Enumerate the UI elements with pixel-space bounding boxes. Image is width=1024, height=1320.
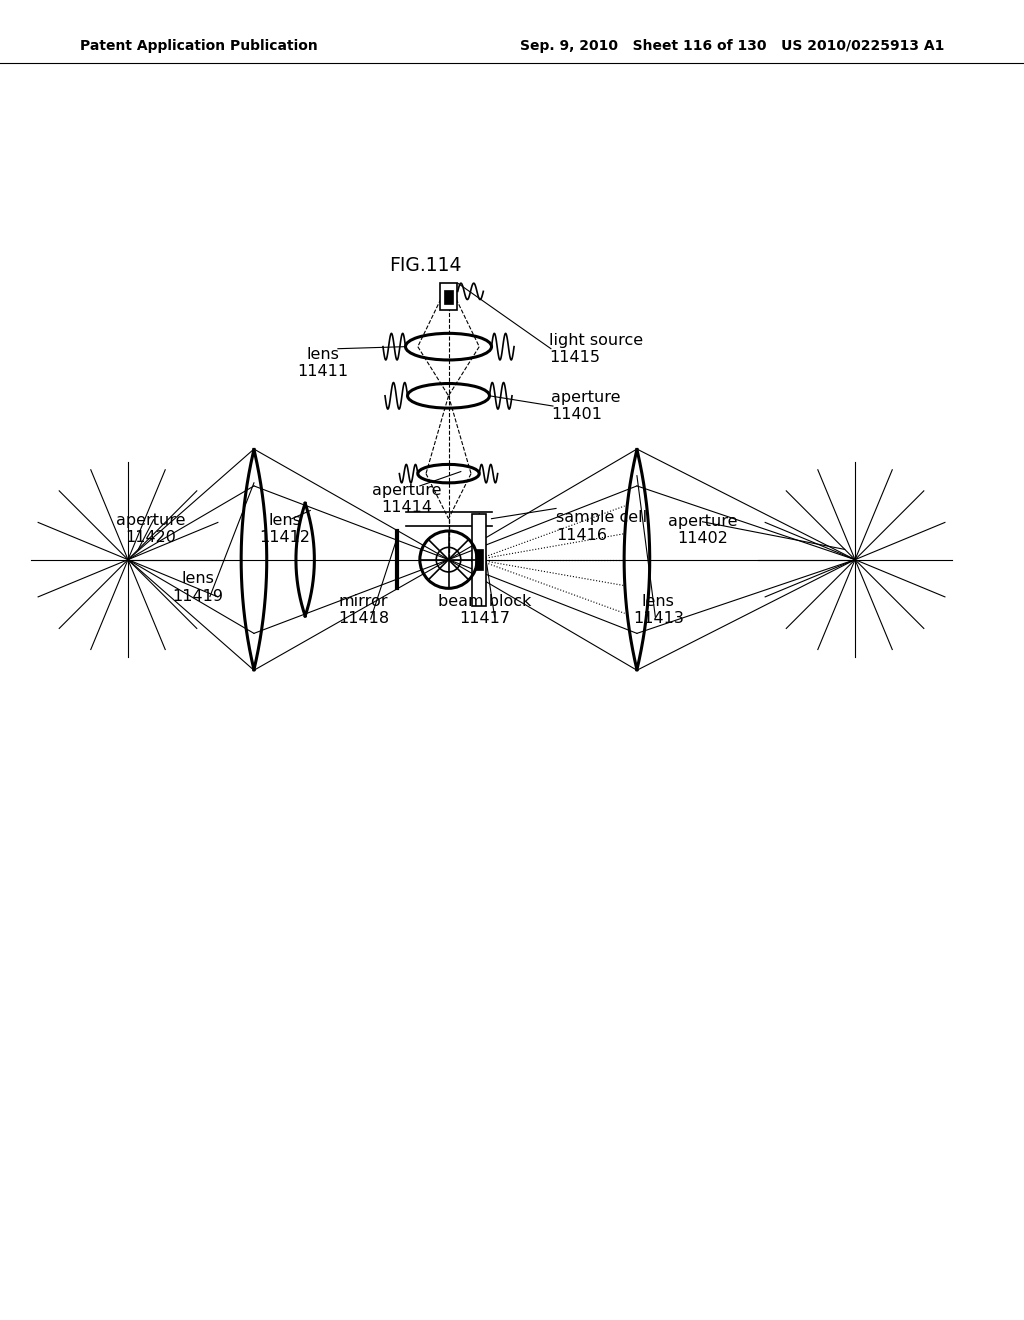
Text: lens
11412: lens 11412: [259, 512, 310, 545]
Text: aperture
11402: aperture 11402: [668, 513, 737, 546]
Text: aperture
11420: aperture 11420: [116, 512, 185, 545]
Text: lens
11419: lens 11419: [172, 572, 223, 603]
Bar: [444, 290, 453, 304]
Text: beam block
11417: beam block 11417: [437, 594, 531, 626]
Text: light source
11415: light source 11415: [549, 333, 643, 364]
Bar: [472, 513, 486, 606]
Text: sample cell
11416: sample cell 11416: [556, 511, 647, 543]
Text: aperture
11414: aperture 11414: [372, 483, 441, 515]
Text: Patent Application Publication: Patent Application Publication: [80, 40, 317, 53]
Text: aperture
11401: aperture 11401: [551, 389, 621, 422]
Text: Sep. 9, 2010   Sheet 116 of 130   US 2010/0225913 A1: Sep. 9, 2010 Sheet 116 of 130 US 2010/02…: [520, 40, 944, 53]
Text: lens
11413: lens 11413: [633, 594, 684, 626]
Text: lens
11411: lens 11411: [297, 347, 348, 379]
Text: FIG.114: FIG.114: [389, 256, 461, 276]
Bar: [475, 549, 483, 570]
Text: mirror
11418: mirror 11418: [338, 594, 389, 626]
Bar: [440, 284, 457, 310]
